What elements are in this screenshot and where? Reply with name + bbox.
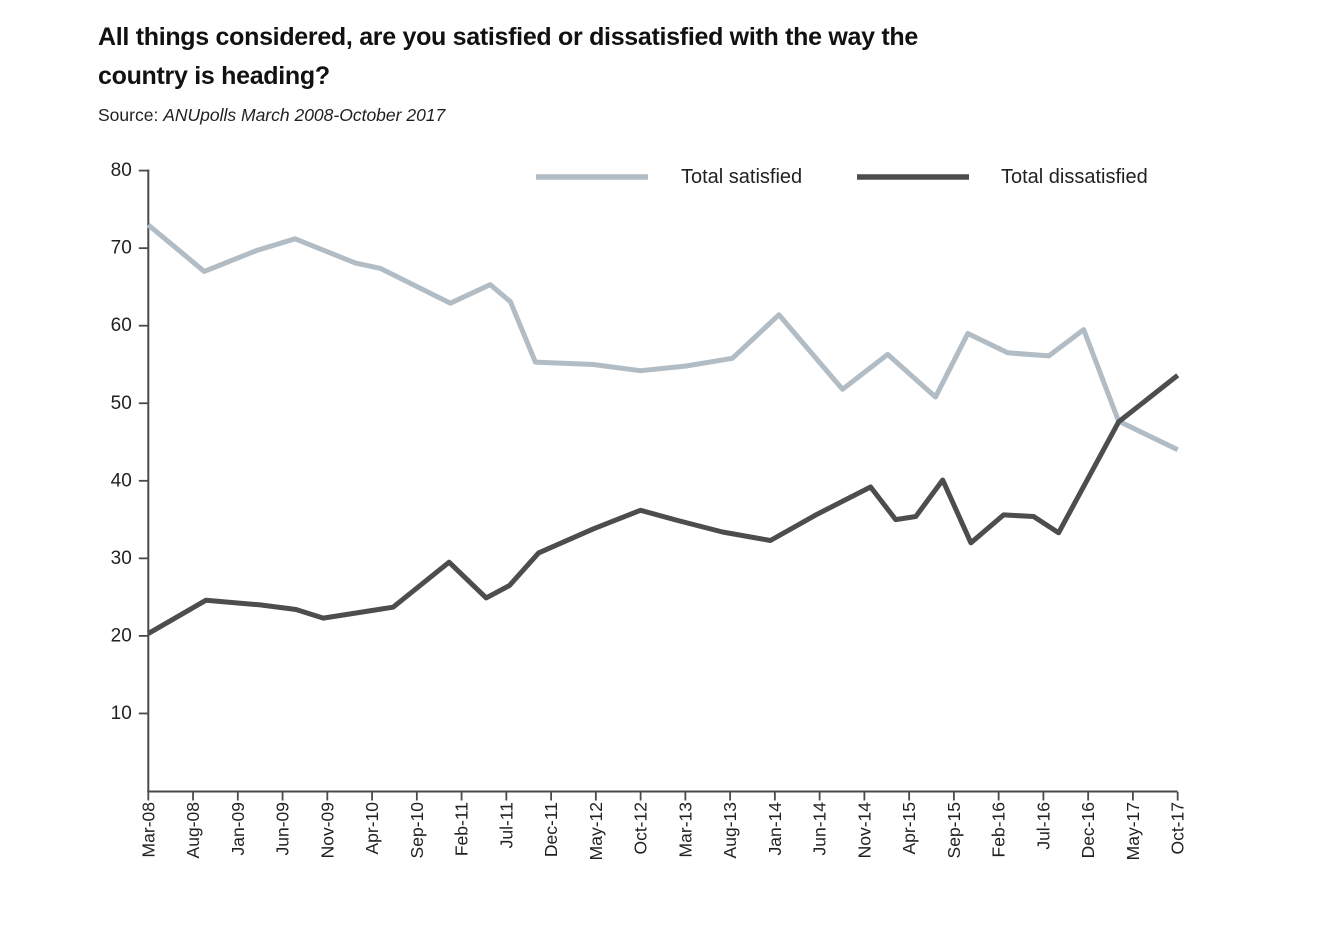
x-tick-label: May-12 <box>586 802 606 860</box>
y-tick-label: 40 <box>111 470 132 491</box>
title-line-1: All things considered, are you satisfied… <box>98 23 918 51</box>
source-note: Source: ANUpolls March 2008-October 2017 <box>98 105 1218 126</box>
x-tick-label: Jan-09 <box>228 802 248 856</box>
x-tick-label: Mar-13 <box>675 802 695 857</box>
x-tick-label: May-17 <box>1123 802 1143 860</box>
source-prefix: Source: <box>98 105 159 125</box>
x-tick-label: Jan-14 <box>765 802 785 856</box>
chart-header: All things considered, are you satisfied… <box>98 18 1218 126</box>
x-tick-label: Sep-15 <box>944 802 964 858</box>
x-tick-label: Mar-08 <box>138 802 158 857</box>
legend-label-total-dissatisfied: Total dissatisfied <box>1001 166 1148 188</box>
y-tick-label: 20 <box>111 625 132 646</box>
x-tick-label: Nov-09 <box>317 802 337 858</box>
x-tick-label: Jul-16 <box>1033 802 1053 850</box>
y-tick-label: 50 <box>111 393 132 414</box>
x-tick-label: Apr-10 <box>362 802 382 855</box>
x-tick-label: Aug-13 <box>720 802 740 858</box>
y-tick-label: 10 <box>111 703 132 724</box>
y-tick-label: 70 <box>111 238 132 259</box>
y-tick-label: 30 <box>111 548 132 569</box>
legend-label-total-satisfied: Total satisfied <box>681 166 802 188</box>
x-tick-label: Feb-16 <box>989 802 1009 857</box>
x-tick-label: Jun-14 <box>810 802 830 856</box>
x-tick-label: Aug-08 <box>183 802 203 858</box>
x-tick-label: Oct-12 <box>631 802 651 855</box>
y-tick-label: 80 <box>111 160 132 181</box>
source-text: ANUpolls March 2008-October 2017 <box>163 105 446 125</box>
x-tick-label: Jun-09 <box>273 802 293 856</box>
total-satisfied-line <box>146 222 1179 453</box>
x-tick-label: Jul-11 <box>496 802 516 848</box>
page-title: All things considered, are you satisfied… <box>98 18 1218 96</box>
x-tick-label: Dec-11 <box>541 802 561 857</box>
total-dissatisfied-line <box>147 373 1180 636</box>
x-tick-label: Apr-15 <box>899 802 919 855</box>
x-tick-label: Nov-14 <box>854 802 874 859</box>
y-tick-label: 60 <box>111 315 132 336</box>
x-tick-label: Dec-16 <box>1078 802 1098 858</box>
x-tick-label: Sep-10 <box>407 802 427 859</box>
x-tick-label: Oct-17 <box>1168 802 1188 855</box>
title-line-2: country is heading? <box>98 62 330 90</box>
x-tick-label: Feb-11 <box>452 802 472 856</box>
